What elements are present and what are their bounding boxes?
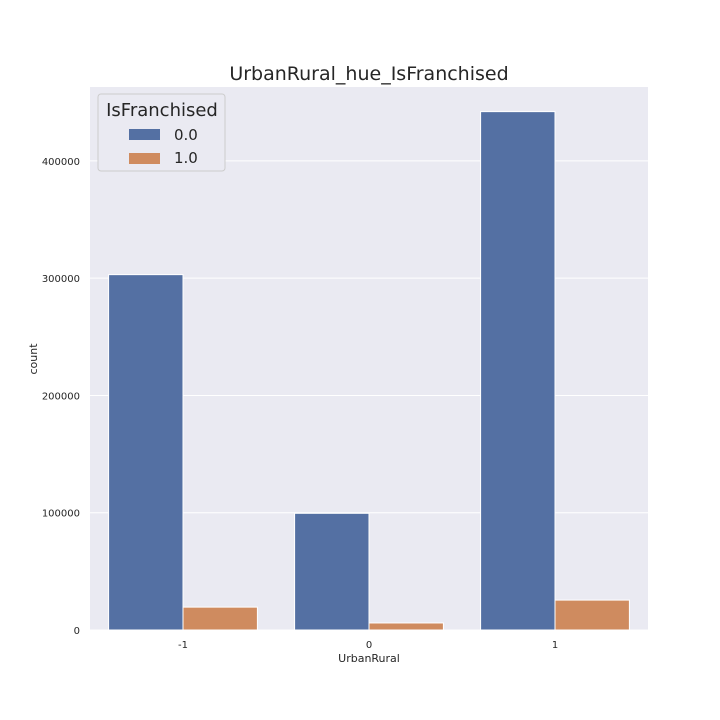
y-tick-label: 0 — [74, 626, 80, 637]
legend-swatch-1.0 — [129, 153, 160, 164]
x-axis-label: UrbanRural — [338, 652, 400, 665]
bar-1-0.0 — [480, 111, 556, 631]
y-tick-label: 100000 — [42, 509, 80, 520]
bar-0-1.0 — [368, 622, 444, 631]
x-tick-label: 1 — [552, 640, 558, 651]
bar--1-0.0 — [108, 274, 184, 631]
legend-frame — [97, 93, 226, 172]
legend-swatch-0.0 — [129, 129, 160, 140]
y-axis-label: count — [27, 343, 40, 375]
legend: IsFranchised 0.0 1.0 — [97, 93, 226, 172]
legend-label-1.0: 1.0 — [174, 149, 198, 167]
x-tick-label: 0 — [366, 640, 372, 651]
bars — [108, 111, 630, 631]
chart-title: UrbanRural_hue_IsFranchised — [229, 63, 508, 85]
x-tick-label: -1 — [178, 640, 188, 651]
tick-labels: 0 100000 200000 300000 400000 -1 0 1 — [42, 157, 558, 651]
bar-1-1.0 — [554, 599, 630, 631]
legend-label-0.0: 0.0 — [174, 126, 198, 144]
y-tick-label: 200000 — [42, 391, 80, 402]
legend-title: IsFranchised — [106, 100, 218, 121]
bar-0-0.0 — [294, 512, 370, 631]
y-tick-label: 400000 — [42, 157, 80, 168]
bar--1-1.0 — [182, 606, 258, 631]
y-tick-label: 300000 — [42, 274, 80, 285]
